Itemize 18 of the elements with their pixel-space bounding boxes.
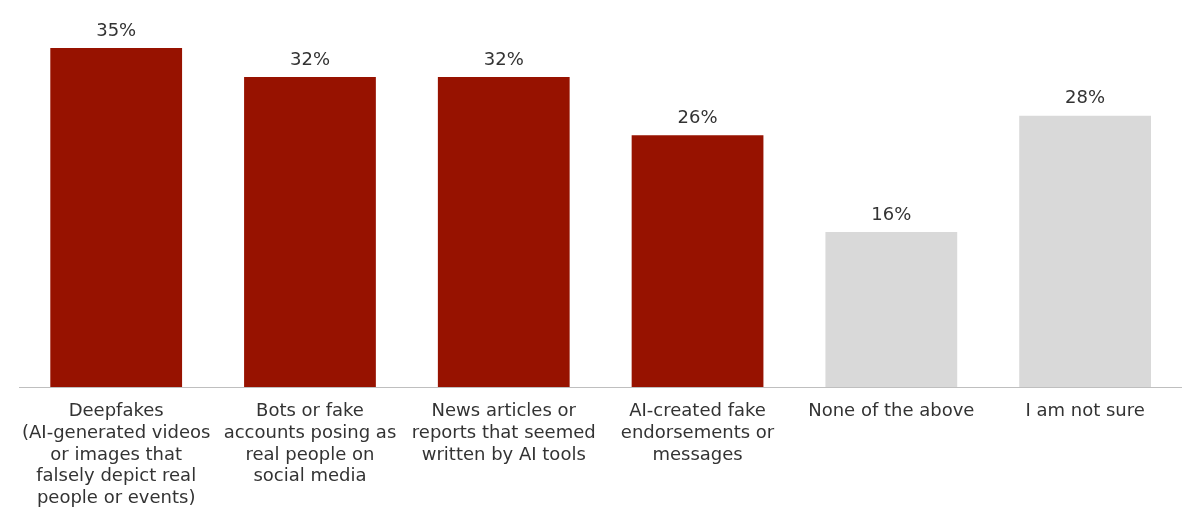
bar (631, 135, 764, 387)
x-tick-label: Bots or fake accounts posing as real people on social media (223, 399, 397, 486)
data-label: 28% (1065, 86, 1106, 108)
bar (825, 232, 958, 387)
x-tick-label: News articles or reports that seemed written by AI tools (411, 399, 596, 464)
bar (50, 48, 183, 387)
data-label: 32% (483, 47, 524, 69)
data-label: 32% (289, 47, 330, 69)
bar (437, 77, 570, 387)
data-label: 16% (871, 202, 912, 224)
x-tick-label: None of the above (808, 399, 975, 421)
x-tick-label: I am not sure (1025, 399, 1145, 421)
bar (1019, 115, 1151, 387)
x-tick-label: AI-created fake endorsements or messages (620, 399, 775, 464)
data-label: 35% (96, 18, 137, 40)
x-tick-label: Deepfakes (AI-generated videos or images that falsely depict real people or events) (21, 399, 211, 507)
bar (244, 77, 376, 387)
data-label: 26% (677, 105, 718, 127)
